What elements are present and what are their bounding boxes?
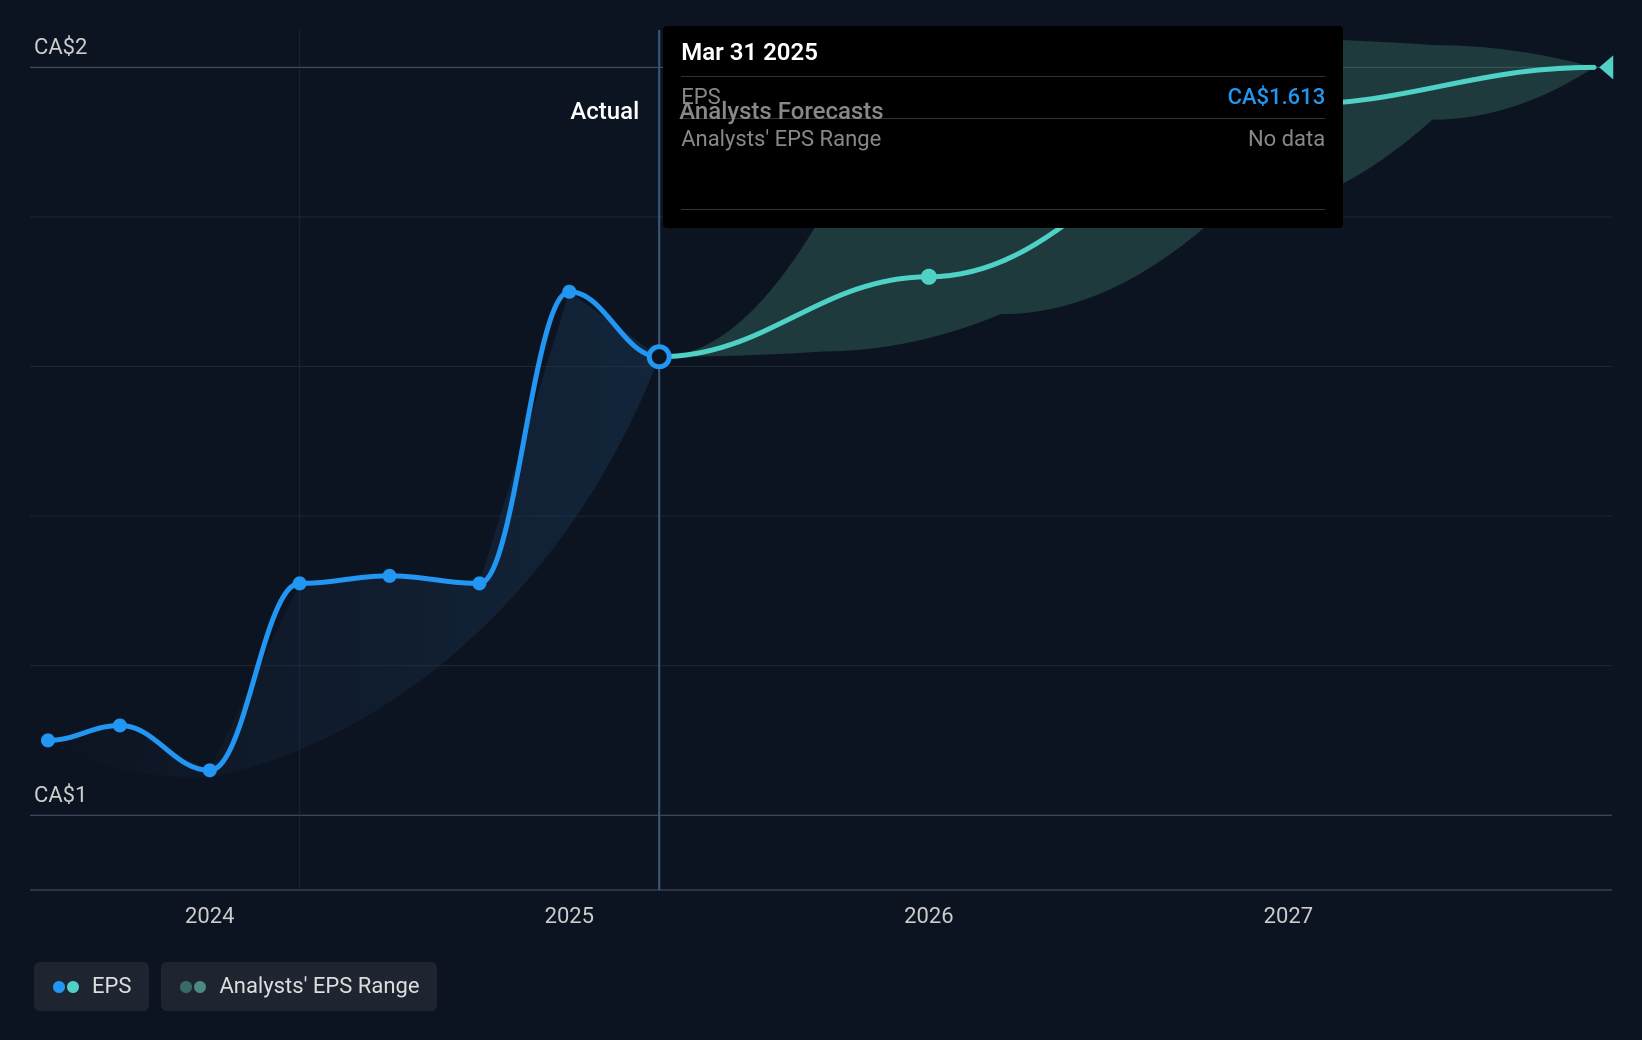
tooltip-spacer [681,160,1325,210]
tooltip-label: Analysts' EPS Range [681,127,881,152]
legend-label: EPS [92,974,131,999]
tooltip-value: No data [1248,127,1325,152]
region-label-forecast: Analysts Forecasts [679,97,883,125]
y-axis-label: CA$1 [34,783,87,808]
x-axis-label: 2026 [904,904,953,929]
tooltip-date: Mar 31 2025 [681,38,1325,76]
x-axis-label: 2025 [545,904,594,929]
chart-legend: EPS Analysts' EPS Range [34,962,437,1011]
legend-swatch [52,980,82,994]
region-label-actual: Actual [479,97,639,125]
legend-label: Analysts' EPS Range [219,974,419,999]
y-axis-label: CA$2 [34,35,87,60]
x-axis-label: 2024 [185,904,234,929]
x-axis-label: 2027 [1264,904,1313,929]
legend-item-eps[interactable]: EPS [34,962,149,1011]
eps-chart: Mar 31 2025 EPS CA$1.613 Analysts' EPS R… [0,0,1642,1040]
legend-swatch [179,980,209,994]
tooltip-value: CA$1.613 [1228,85,1326,110]
chart-tooltip: Mar 31 2025 EPS CA$1.613 Analysts' EPS R… [663,26,1343,228]
legend-item-range[interactable]: Analysts' EPS Range [161,962,437,1011]
